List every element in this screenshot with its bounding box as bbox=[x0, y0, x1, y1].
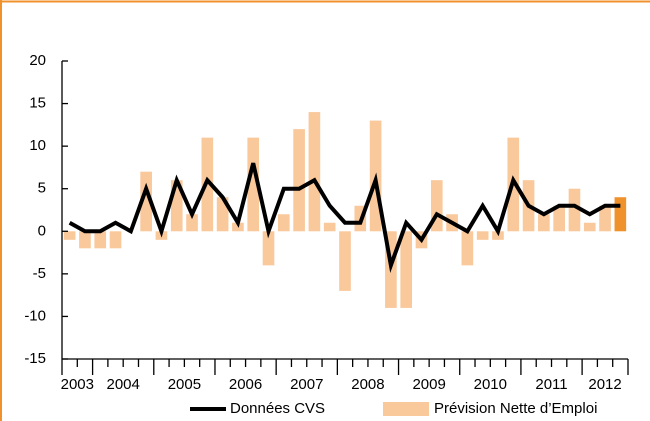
bar bbox=[186, 214, 198, 232]
bar bbox=[170, 180, 183, 232]
x-tick-label: 2008 bbox=[351, 376, 384, 393]
bar bbox=[293, 129, 305, 232]
x-tick-label: 2012 bbox=[588, 376, 621, 393]
y-tick-label: 0 bbox=[38, 222, 46, 239]
x-tick-label: 2005 bbox=[168, 376, 201, 393]
x-tick-label: 2004 bbox=[107, 376, 140, 393]
bar bbox=[339, 231, 351, 291]
bar bbox=[94, 231, 107, 249]
bar bbox=[492, 231, 504, 240]
legend-label: Prévision Nette d’Emploi bbox=[434, 400, 597, 417]
bar bbox=[308, 112, 321, 232]
bar bbox=[140, 171, 152, 232]
bar bbox=[277, 214, 290, 232]
y-tick-label: 15 bbox=[29, 95, 46, 112]
bar bbox=[247, 137, 260, 232]
bar bbox=[553, 205, 565, 232]
x-tick-label: 2011 bbox=[535, 376, 567, 393]
y-tick-label: -10 bbox=[24, 307, 46, 324]
bar bbox=[216, 197, 229, 232]
bar bbox=[79, 231, 91, 249]
bar bbox=[599, 205, 611, 232]
bar bbox=[614, 197, 627, 232]
line-series bbox=[68, 162, 621, 274]
bar bbox=[400, 231, 413, 308]
y-tick-label: -15 bbox=[24, 350, 46, 367]
legend-swatch bbox=[383, 402, 429, 416]
y-tick-label: -5 bbox=[33, 265, 46, 282]
bar bbox=[568, 188, 581, 232]
x-tick-label: 2006 bbox=[229, 376, 262, 393]
y-tick-label: 10 bbox=[29, 137, 46, 154]
bar bbox=[430, 180, 443, 232]
bar bbox=[461, 231, 474, 266]
bar bbox=[63, 231, 76, 240]
x-tick-label: 2003 bbox=[61, 376, 94, 393]
y-tick-label: 20 bbox=[29, 52, 46, 69]
bar bbox=[232, 222, 244, 232]
bar bbox=[323, 222, 336, 232]
bar bbox=[476, 231, 489, 240]
y-tick-label: 5 bbox=[38, 180, 46, 197]
bar bbox=[109, 231, 122, 249]
legend-label: Données CVS bbox=[230, 400, 325, 417]
x-tick-label: 2010 bbox=[474, 376, 507, 393]
x-tick-label: 2007 bbox=[290, 376, 323, 393]
bar bbox=[538, 214, 550, 232]
bar bbox=[262, 231, 275, 266]
x-tick-label: 2009 bbox=[412, 376, 445, 393]
bar bbox=[583, 222, 596, 232]
